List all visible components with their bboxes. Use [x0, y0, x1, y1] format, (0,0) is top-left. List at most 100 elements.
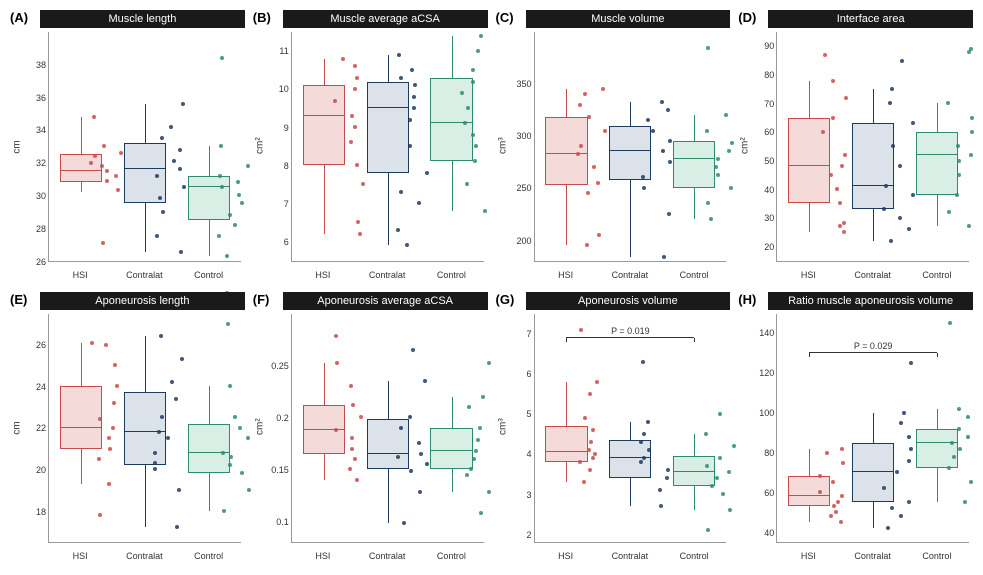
y-tick: 100 [752, 408, 774, 418]
data-point [98, 417, 102, 421]
x-tick: Contralat [369, 551, 406, 561]
box [124, 392, 166, 465]
x-tick: Control [194, 551, 223, 561]
data-point [102, 144, 106, 148]
data-point [660, 100, 664, 104]
data-point [353, 64, 357, 68]
data-point [409, 469, 413, 473]
data-point [886, 526, 890, 530]
data-point [898, 216, 902, 220]
data-point [160, 136, 164, 140]
data-point [217, 234, 221, 238]
data-point [355, 163, 359, 167]
data-point [467, 405, 471, 409]
data-point [226, 322, 230, 326]
data-point [405, 243, 409, 247]
data-point [178, 148, 182, 152]
y-axis-label: cm² [254, 421, 265, 435]
data-point [969, 153, 973, 157]
panel-A: (A)Muscle lengthcm26283032343638HSIContr… [10, 10, 245, 284]
panel-title: Aponeurosis average aCSA [283, 292, 488, 310]
y-tick: 200 [510, 236, 532, 246]
y-tick: 0.2 [267, 413, 289, 423]
data-point [948, 321, 952, 325]
data-point [396, 228, 400, 232]
data-point [838, 224, 842, 228]
data-point [587, 115, 591, 119]
data-point [957, 407, 961, 411]
data-point [642, 186, 646, 190]
x-tick: HSI [801, 551, 816, 561]
data-point [665, 476, 669, 480]
data-point [651, 129, 655, 133]
data-point [728, 508, 732, 512]
data-point [483, 209, 487, 213]
data-point [706, 201, 710, 205]
median-line [60, 427, 102, 428]
data-point [246, 164, 250, 168]
data-point [476, 49, 480, 53]
data-point [355, 76, 359, 80]
data-point [715, 476, 719, 480]
y-tick: 250 [510, 183, 532, 193]
data-point [474, 449, 478, 453]
data-point [411, 348, 415, 352]
data-point [90, 341, 94, 345]
data-point [479, 511, 483, 515]
data-point [831, 480, 835, 484]
data-point [967, 224, 971, 228]
data-point [349, 384, 353, 388]
data-point [479, 34, 483, 38]
data-point [667, 212, 671, 216]
panel-letter: (C) [496, 10, 514, 25]
data-point [229, 455, 233, 459]
data-point [356, 220, 360, 224]
data-point [907, 500, 911, 504]
data-point [108, 447, 112, 451]
panel-G: (G)Aponeurosis volumecm³234567P = 0.019H… [496, 292, 731, 566]
data-point [899, 514, 903, 518]
data-point [116, 188, 120, 192]
data-point [603, 129, 607, 133]
data-point [907, 227, 911, 231]
plot-area: P = 0.019 [534, 314, 727, 544]
data-point [155, 234, 159, 238]
x-tick: Contralat [126, 551, 163, 561]
data-point [891, 144, 895, 148]
y-axis-label: cm² [254, 140, 265, 154]
x-tick: Control [922, 551, 951, 561]
data-point [578, 103, 582, 107]
median-line [430, 450, 472, 451]
data-point [709, 217, 713, 221]
box [545, 117, 587, 185]
data-point [114, 174, 118, 178]
data-point [970, 116, 974, 120]
plot-area [291, 314, 484, 544]
data-point [716, 173, 720, 177]
data-point [587, 448, 591, 452]
data-point [238, 426, 242, 430]
x-tick: Contralat [612, 551, 649, 561]
data-point [487, 490, 491, 494]
box [609, 126, 651, 180]
data-point [586, 191, 590, 195]
data-point [481, 395, 485, 399]
median-line [788, 495, 830, 496]
data-point [909, 447, 913, 451]
data-point [710, 484, 714, 488]
data-point [890, 87, 894, 91]
data-point [335, 361, 339, 365]
data-point [642, 432, 646, 436]
data-point [601, 87, 605, 91]
data-point [882, 486, 886, 490]
data-point [236, 180, 240, 184]
box [188, 176, 230, 220]
panel-C: (C)Muscle volumecm³200250300350HSIContra… [496, 10, 731, 284]
data-point [177, 488, 181, 492]
data-point [334, 428, 338, 432]
data-point [153, 461, 157, 465]
data-point [423, 379, 427, 383]
data-point [228, 463, 232, 467]
plot-area [48, 314, 241, 544]
data-point [835, 187, 839, 191]
